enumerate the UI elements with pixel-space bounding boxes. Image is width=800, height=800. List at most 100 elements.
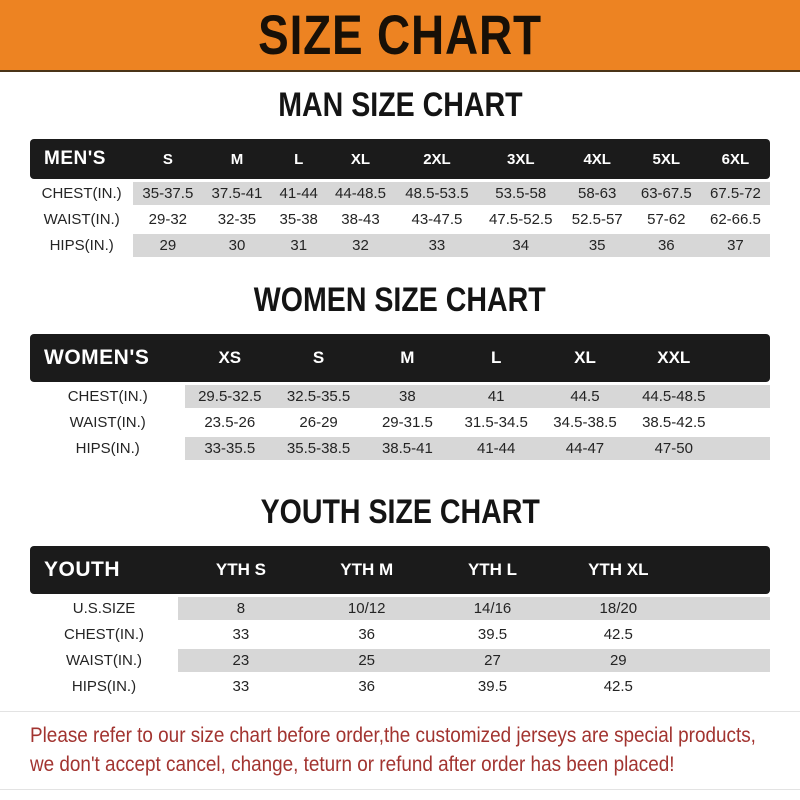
size-group-label: YOUTH <box>30 546 178 594</box>
size-cell: 35-38 <box>271 208 326 231</box>
size-cell: 33 <box>395 234 479 257</box>
row-label: U.S.SIZE <box>30 597 178 620</box>
women-size-chart-heading: WOMEN SIZE CHART <box>0 282 800 318</box>
size-group-label: WOMEN'S <box>30 334 186 382</box>
size-cell: 8 <box>178 597 304 620</box>
size-cell: 41-44 <box>451 437 541 460</box>
size-cell: 63-67.5 <box>631 182 701 205</box>
size-cell: 23 <box>178 649 304 672</box>
size-cell: 47-50 <box>629 437 719 460</box>
size-table-header-bar: MEN'S S M L XL 2XL 3XL 4XL 5XL 6XL <box>30 139 770 179</box>
table-row: WAIST(IN.) 23 25 27 29 <box>30 649 770 672</box>
size-column-header: L <box>271 139 326 179</box>
row-label: HIPS(IN.) <box>30 437 186 460</box>
size-cell: 43-47.5 <box>395 208 479 231</box>
size-cell: 39.5 <box>429 623 556 646</box>
row-label: WAIST(IN.) <box>30 411 186 434</box>
size-cell: 38.5-41 <box>362 437 452 460</box>
table-row: HIPS(IN.) 33 36 39.5 42.5 <box>30 675 770 698</box>
row-label: WAIST(IN.) <box>30 649 178 672</box>
size-column-header: YTH S <box>178 546 304 594</box>
size-cell: 42.5 <box>555 675 682 698</box>
size-cell: 44-48.5 <box>325 182 396 205</box>
size-cell: 38-43 <box>325 208 396 231</box>
size-cell: 41-44 <box>271 182 326 205</box>
size-cell: 37.5-41 <box>202 182 272 205</box>
size-cell: 42.5 <box>555 623 682 646</box>
size-column-header: XXL <box>629 334 719 382</box>
size-column-header: 3XL <box>478 139 563 179</box>
size-cell: 29-32 <box>133 208 203 231</box>
table-row: U.S.SIZE 8 10/12 14/16 18/20 <box>30 597 770 620</box>
size-cell: 38.5-42.5 <box>629 411 719 434</box>
size-cell: 10/12 <box>303 597 430 620</box>
size-column-header: 2XL <box>395 139 479 179</box>
size-cell: 47.5-52.5 <box>478 208 563 231</box>
spacer-cell <box>681 597 770 620</box>
size-column-header: L <box>451 334 541 382</box>
spacer-cell <box>718 411 770 434</box>
size-column-header: 4XL <box>562 139 632 179</box>
size-cell: 36 <box>303 623 430 646</box>
size-cell: 44-47 <box>540 437 630 460</box>
size-cell: 35.5-38.5 <box>274 437 363 460</box>
women-size-chart-heading-text: WOMEN SIZE CHART <box>254 281 546 319</box>
size-cell: 48.5-53.5 <box>395 182 479 205</box>
row-label: CHEST(IN.) <box>30 623 178 646</box>
footer-note: Please refer to our size chart before or… <box>0 711 800 790</box>
size-column-header: YTH M <box>303 546 430 594</box>
man-size-chart-heading-text: MAN SIZE CHART <box>277 86 523 124</box>
size-column-header: M <box>202 139 272 179</box>
size-column-header: YTH L <box>429 546 556 594</box>
row-label: WAIST(IN.) <box>30 208 134 231</box>
size-cell: 14/16 <box>429 597 556 620</box>
size-cell: 44.5 <box>540 385 630 408</box>
size-cell: 39.5 <box>429 675 556 698</box>
size-cell: 27 <box>429 649 556 672</box>
youth-size-chart-heading: YOUTH SIZE CHART <box>0 494 800 530</box>
size-cell: 57-62 <box>631 208 701 231</box>
size-cell: 58-63 <box>562 182 632 205</box>
spacer-cell <box>681 623 770 646</box>
size-cell: 37 <box>700 234 770 257</box>
table-row: WAIST(IN.) 23.5-26 26-29 29-31.5 31.5-34.5 34… <box>30 411 770 434</box>
size-group-label: MEN'S <box>30 139 134 179</box>
spacer-cell <box>718 334 770 382</box>
size-cell: 29 <box>133 234 203 257</box>
size-cell: 36 <box>303 675 430 698</box>
spacer-cell <box>718 385 770 408</box>
size-cell: 18/20 <box>555 597 682 620</box>
size-column-header: M <box>362 334 452 382</box>
size-cell: 26-29 <box>274 411 363 434</box>
size-column-header: XL <box>540 334 630 382</box>
size-column-header: XS <box>185 334 275 382</box>
size-cell: 67.5-72 <box>700 182 770 205</box>
size-cell: 29-31.5 <box>362 411 452 434</box>
size-cell: 32 <box>325 234 396 257</box>
size-cell: 30 <box>202 234 272 257</box>
size-chart-title: SIZE CHART <box>258 3 542 66</box>
table-row: CHEST(IN.) 33 36 39.5 42.5 <box>30 623 770 646</box>
footer-note-line1: Please refer to our size chart before or… <box>30 724 756 747</box>
row-label: CHEST(IN.) <box>30 182 134 205</box>
size-cell: 33-35.5 <box>185 437 275 460</box>
row-label: HIPS(IN.) <box>30 234 134 257</box>
row-label: HIPS(IN.) <box>30 675 178 698</box>
size-cell: 35 <box>562 234 632 257</box>
man-size-chart-heading: MAN SIZE CHART <box>0 87 800 123</box>
spacer-cell <box>718 437 770 460</box>
size-column-header: S <box>274 334 363 382</box>
size-cell: 33 <box>178 675 304 698</box>
size-column-header: YTH XL <box>555 546 682 594</box>
table-row: WAIST(IN.) 29-32 32-35 35-38 38-43 43-47.5 47.… <box>30 208 770 231</box>
size-chart-banner: SIZE CHART <box>0 0 800 72</box>
size-cell: 34.5-38.5 <box>540 411 630 434</box>
size-table-header-bar: WOMEN'S XS S M L XL XXL <box>30 334 770 382</box>
mens-size-table: MEN'S S M L XL 2XL 3XL 4XL 5XL 6XL CHEST(IN.) 35-37… <box>30 136 770 260</box>
womens-size-table: WOMEN'S XS S M L XL XXL CHEST(IN.) 29.5-32.5 32.5… <box>30 331 770 463</box>
youth-size-chart-heading-text: YOUTH SIZE CHART <box>260 493 540 531</box>
size-cell: 34 <box>478 234 563 257</box>
size-cell: 33 <box>178 623 304 646</box>
size-cell: 29.5-32.5 <box>185 385 275 408</box>
footer-note-line2: we don't accept cancel, change, teturn o… <box>30 753 675 776</box>
